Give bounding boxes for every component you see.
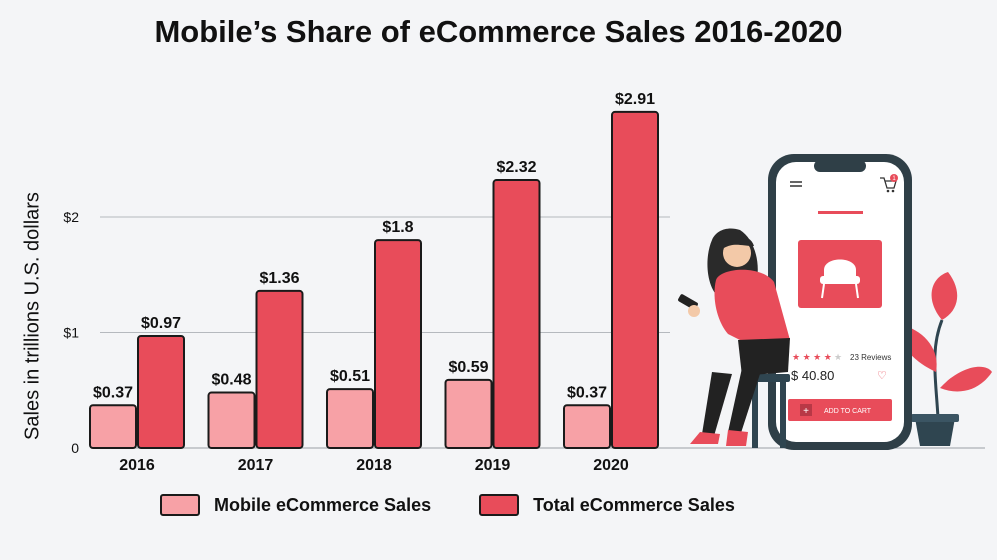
- reviews-text: 23 Reviews: [850, 353, 891, 362]
- legend-swatch-mobile: [160, 494, 200, 516]
- y-tick-label: $1: [63, 325, 79, 341]
- value-label-mobile-2019: $0.59: [448, 359, 488, 376]
- woman-figure: [678, 228, 790, 448]
- bar-chart: 0$1$2 $0.37$0.972016$0.48$1.362017$0.51$…: [63, 91, 992, 474]
- heart-icon: ♡: [877, 370, 887, 382]
- bar-total-2017: [255, 289, 304, 450]
- bar-mobile-2019: [444, 378, 493, 450]
- legend: Mobile eCommerce Sales Total eCommerce S…: [160, 494, 783, 516]
- bar-total-2019: [492, 179, 541, 449]
- bar-total-2018: [374, 239, 422, 449]
- value-label-total-2020: $2.91: [615, 91, 655, 108]
- legend-label-total: Total eCommerce Sales: [533, 494, 735, 515]
- x-tick-label-2019: 2019: [475, 457, 511, 474]
- value-label-total-2017: $1.36: [259, 270, 299, 287]
- bar-total-2016: [137, 334, 185, 449]
- x-tick-label-2017: 2017: [238, 457, 274, 474]
- y-tick-label: 0: [71, 440, 79, 456]
- cart-badge: 1: [892, 176, 896, 182]
- x-tick-label-2016: 2016: [119, 457, 155, 474]
- price-text: $ 40.80: [791, 368, 834, 383]
- chair-icon: [820, 259, 860, 299]
- x-tick-label-2020: 2020: [593, 457, 629, 474]
- x-tick-label-2018: 2018: [356, 457, 392, 474]
- plus-icon: +: [803, 406, 809, 417]
- legend-swatch-total: [479, 494, 520, 516]
- plant-icon: [901, 272, 992, 446]
- bar-mobile-2018: [326, 388, 374, 449]
- y-tick-label: $2: [63, 209, 79, 225]
- value-label-mobile-2017: $0.48: [211, 372, 251, 389]
- value-label-mobile-2020: $0.37: [567, 384, 607, 401]
- bar-mobile-2016: [89, 404, 137, 450]
- add-to-cart-button: [788, 399, 892, 421]
- value-label-mobile-2016: $0.37: [93, 384, 133, 401]
- legend-item-total: Total eCommerce Sales: [479, 494, 735, 516]
- shopping-illustration: 1 ★ ★ ★ ★ ★ 23 Reviews $ 40.80 ♡ + ADD T…: [678, 154, 992, 450]
- svg-text:★: ★: [834, 352, 842, 362]
- value-label-mobile-2018: $0.51: [330, 368, 370, 385]
- rating-stars: ★ ★ ★ ★ ★: [792, 352, 842, 362]
- value-label-total-2016: $0.97: [141, 315, 181, 332]
- bar-mobile-2017: [207, 391, 256, 449]
- bar-total-2020: [611, 110, 659, 450]
- value-label-total-2018: $1.8: [382, 219, 413, 236]
- add-to-cart-label: ADD TO CART: [824, 408, 872, 415]
- cart-icon: 1: [880, 174, 898, 193]
- value-label-total-2019: $2.32: [496, 159, 536, 176]
- svg-text:★ ★ ★ ★: ★ ★ ★ ★: [792, 352, 832, 362]
- value-labels: $0.37 $0.97 2016 $0.48 $1.36 2017 $0.51 $1.8 201…: [93, 91, 655, 474]
- chart-title: Mobile’s Share of eCommerce Sales 2016-2…: [154, 14, 843, 49]
- bars: [89, 110, 659, 450]
- bar-mobile-2020: [563, 404, 611, 450]
- legend-label-mobile: Mobile eCommerce Sales: [214, 494, 432, 515]
- legend-item-mobile: Mobile eCommerce Sales: [160, 494, 431, 516]
